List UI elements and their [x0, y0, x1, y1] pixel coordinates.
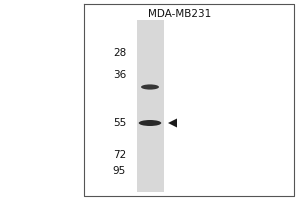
Bar — [136, 20, 164, 192]
Text: 95: 95 — [113, 166, 126, 176]
Text: 36: 36 — [113, 70, 126, 80]
Text: 55: 55 — [113, 118, 126, 128]
Text: MDA-MB231: MDA-MB231 — [148, 9, 212, 19]
Polygon shape — [168, 118, 177, 128]
Ellipse shape — [139, 120, 161, 126]
Ellipse shape — [141, 84, 159, 90]
Text: 72: 72 — [113, 150, 126, 160]
Text: 28: 28 — [113, 48, 126, 58]
